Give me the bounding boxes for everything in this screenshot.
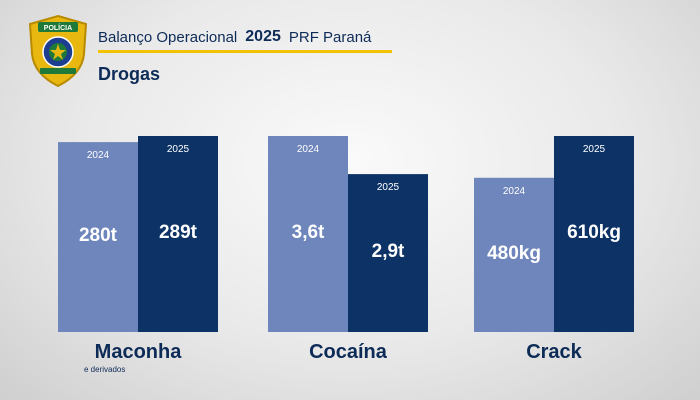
- bar-year-label: 2025: [377, 182, 400, 193]
- bar-cocaína-2024: [268, 136, 348, 332]
- bar-maconha-2025: [138, 136, 218, 332]
- bar-year-label: 2025: [167, 144, 190, 155]
- bar-maconha-2024: [58, 142, 138, 332]
- bar-crack-2025: [554, 136, 634, 332]
- header-year: 2025: [245, 28, 281, 45]
- bar-value-label: 480kg: [487, 243, 541, 264]
- section-title: Drogas: [98, 64, 161, 84]
- bar-value-label: 280t: [79, 225, 118, 246]
- header-underline: [98, 50, 392, 53]
- bar-year-label: 2025: [583, 144, 606, 155]
- bar-year-label: 2024: [87, 150, 110, 161]
- bar-year-label: 2024: [503, 186, 526, 197]
- header-org: PRF Paraná: [288, 28, 372, 46]
- category-subtitle: e derivados: [84, 365, 125, 374]
- category-label: Cocaína: [309, 341, 388, 363]
- prf-shield-badge-icon: POLÍCIA: [28, 14, 88, 88]
- bar-value-label: 2,9t: [372, 241, 405, 262]
- bar-value-label: 3,6t: [292, 222, 325, 243]
- category-label: Crack: [526, 341, 582, 363]
- category-label: Maconha: [95, 341, 183, 363]
- bar-year-label: 2024: [297, 144, 320, 155]
- badge-text: POLÍCIA: [44, 23, 72, 32]
- header-title: Balanço Operacional: [98, 28, 238, 46]
- bar-crack-2024: [474, 177, 554, 332]
- header-title-row: Balanço Operacional 2025 PRF Paraná: [98, 24, 371, 50]
- bar-value-label: 289t: [159, 222, 198, 243]
- bar-value-label: 610kg: [567, 222, 621, 243]
- bar-cocaína-2025: [348, 174, 428, 332]
